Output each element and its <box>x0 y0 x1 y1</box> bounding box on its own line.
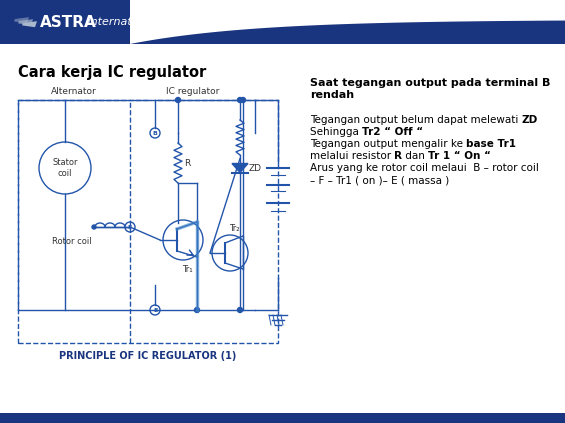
Polygon shape <box>18 19 33 25</box>
Text: F: F <box>128 225 132 230</box>
Circle shape <box>128 225 132 229</box>
Circle shape <box>176 97 180 102</box>
Text: – F – Tr1 ( on )– E ( massa ): – F – Tr1 ( on )– E ( massa ) <box>310 175 449 185</box>
Text: Saat tegangan output pada terminal B: Saat tegangan output pada terminal B <box>310 78 550 88</box>
Text: base Tr1: base Tr1 <box>466 139 516 149</box>
Text: ASTRA: ASTRA <box>40 14 97 30</box>
Polygon shape <box>14 17 29 23</box>
Bar <box>0 0 565 44</box>
Text: E: E <box>153 308 157 313</box>
Circle shape <box>150 128 160 138</box>
Bar <box>0 413 565 423</box>
Text: dan: dan <box>402 151 428 161</box>
Text: Sehingga: Sehingga <box>310 127 362 137</box>
Text: Tr 1 “ On “: Tr 1 “ On “ <box>428 151 492 161</box>
Text: B: B <box>153 131 158 135</box>
Text: Tr₂: Tr₂ <box>229 224 239 233</box>
Text: Arus yang ke rotor coil melaui  B – rotor coil: Arus yang ke rotor coil melaui B – rotor… <box>310 163 539 173</box>
Text: international: international <box>84 17 159 27</box>
Circle shape <box>92 225 96 229</box>
Circle shape <box>237 97 242 102</box>
Text: Cara kerja IC regulator: Cara kerja IC regulator <box>18 65 206 80</box>
Text: R: R <box>394 151 402 161</box>
Text: ZD: ZD <box>521 115 538 125</box>
Text: Tr₁: Tr₁ <box>182 265 192 274</box>
Text: ZD: ZD <box>249 164 262 173</box>
Text: Tr2 “ Off “: Tr2 “ Off “ <box>362 127 423 137</box>
Text: Alternator: Alternator <box>51 87 97 96</box>
Circle shape <box>194 308 199 313</box>
Text: Rotor coil: Rotor coil <box>52 236 92 245</box>
Polygon shape <box>232 164 248 173</box>
Circle shape <box>237 308 242 313</box>
Text: rendah: rendah <box>310 90 354 100</box>
Text: R: R <box>184 159 190 168</box>
Circle shape <box>125 222 135 232</box>
Text: melalui resistor: melalui resistor <box>310 151 394 161</box>
Text: IC regulator: IC regulator <box>166 87 219 96</box>
Circle shape <box>241 97 246 102</box>
Text: Tegangan output belum dapat melewati: Tegangan output belum dapat melewati <box>310 115 521 125</box>
Text: PRINCIPLE OF IC REGULATOR (1): PRINCIPLE OF IC REGULATOR (1) <box>59 351 237 361</box>
Text: Tegangan output mengalir ke: Tegangan output mengalir ke <box>310 139 466 149</box>
Bar <box>18 100 278 343</box>
Polygon shape <box>22 21 37 27</box>
Polygon shape <box>130 0 565 44</box>
Text: Stator
coil: Stator coil <box>52 158 78 178</box>
Circle shape <box>150 305 160 315</box>
